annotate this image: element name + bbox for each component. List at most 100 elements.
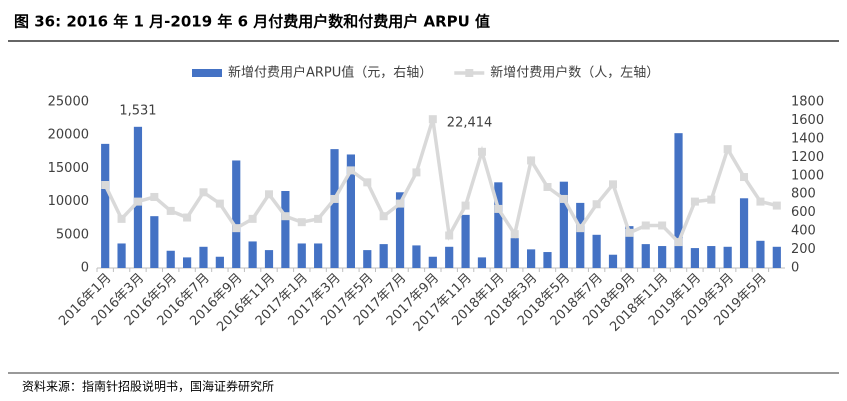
bar [232, 160, 241, 268]
line-marker [183, 213, 192, 222]
line-marker [428, 115, 437, 124]
line-marker [281, 212, 290, 221]
line-marker [215, 199, 224, 208]
bar [658, 246, 667, 268]
legend-swatch [465, 69, 474, 77]
bar [756, 240, 765, 268]
bar [248, 241, 257, 268]
y2-tick-label: 1800 [791, 95, 824, 110]
line-marker [756, 197, 765, 206]
line-marker [150, 192, 159, 201]
y2-tick-label: 1000 [791, 168, 824, 183]
bar [215, 256, 224, 268]
bar [101, 143, 110, 268]
bar [592, 234, 601, 268]
line-marker [772, 201, 781, 210]
y2-tick-label: 200 [791, 242, 816, 257]
bar [297, 243, 306, 268]
bar [166, 250, 175, 268]
bar [183, 257, 192, 268]
bar [608, 254, 618, 268]
bar [477, 257, 487, 268]
bar [117, 243, 126, 268]
line-marker [625, 228, 634, 237]
line-marker [396, 199, 405, 208]
line-marker [412, 168, 421, 177]
bar [494, 182, 503, 268]
line-marker [527, 156, 536, 165]
bar [395, 192, 405, 268]
bar [559, 181, 568, 268]
y-tick-label: 25000 [48, 95, 89, 110]
line-marker [592, 200, 601, 209]
bar [281, 190, 290, 268]
line-marker [543, 182, 552, 191]
line-marker [559, 194, 568, 203]
bar [576, 202, 585, 268]
line-marker [658, 221, 667, 230]
y2-tick-label: 0 [791, 261, 799, 276]
bar [133, 126, 143, 269]
legend-swatch [192, 69, 222, 77]
line-marker [445, 231, 454, 240]
line-marker [166, 206, 175, 215]
bar [330, 149, 339, 268]
line-marker [133, 197, 142, 206]
line-marker [707, 195, 716, 204]
line-marker [232, 224, 241, 233]
line-marker [609, 180, 617, 189]
line-marker [346, 166, 355, 175]
line-marker [379, 212, 388, 221]
source: 资料来源：指南针招股说明书，国海证券研究所 [22, 379, 274, 394]
legend-label: 新增付费用户ARPU值（元，右轴） [228, 65, 432, 81]
line-marker [576, 224, 585, 233]
bar [445, 246, 454, 268]
line-marker [363, 178, 372, 187]
line-marker [674, 238, 683, 247]
y2-tick-label: 400 [791, 224, 816, 239]
legend-label: 新增付费用户数（人，左轴） [490, 65, 659, 81]
line-marker [265, 190, 273, 199]
line-marker [477, 147, 486, 156]
bar [314, 243, 323, 268]
y-tick-label: 15000 [48, 161, 89, 176]
y-tick-label: 20000 [48, 128, 89, 143]
line-marker [690, 197, 699, 206]
line-marker [461, 201, 470, 210]
y2-tick-label: 1200 [791, 150, 824, 165]
bar [199, 246, 208, 268]
bar [527, 249, 536, 268]
bar [412, 245, 421, 268]
line-marker [117, 214, 126, 223]
y-tick-label: 0 [81, 261, 89, 276]
line-marker [723, 145, 732, 154]
chart-title: 图 36: 2016 年 1 月-2019 年 6 月付费用户数和付费用户 AR… [14, 13, 490, 31]
line-marker [330, 194, 339, 203]
line-marker [297, 218, 306, 227]
y2-tick-label: 600 [791, 205, 816, 220]
bar [428, 256, 437, 268]
bar [346, 154, 355, 268]
bar [690, 248, 699, 268]
bar [461, 214, 470, 268]
bar [723, 246, 732, 268]
line-marker [101, 181, 110, 189]
bar [150, 216, 159, 268]
bar [739, 198, 749, 268]
line-marker [199, 188, 208, 197]
y2-tick-label: 800 [791, 187, 816, 202]
line-marker [248, 214, 257, 223]
y-tick-label: 10000 [48, 194, 89, 209]
bar [264, 250, 274, 268]
line-marker [740, 173, 749, 182]
line-marker [314, 214, 323, 223]
line-marker [494, 204, 503, 213]
bar [379, 244, 388, 268]
bar [510, 238, 519, 268]
line-marker [510, 230, 519, 239]
y-tick-label: 5000 [56, 227, 89, 242]
bar [363, 250, 372, 268]
bar [674, 133, 683, 268]
bar [772, 246, 781, 268]
